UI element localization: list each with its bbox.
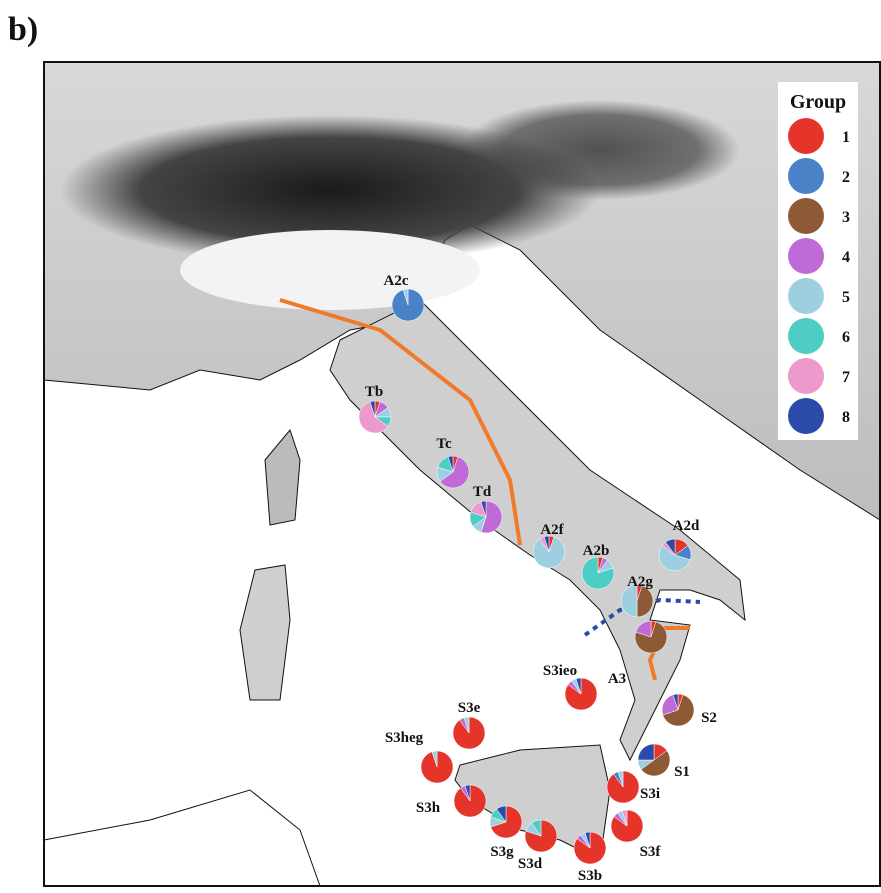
site-label: A2d — [673, 518, 700, 534]
figure: b) Group 1 2 3 4 5 6 7 8 A2c Tb Tc Td A2f A2b A2d A2g A… — [0, 0, 881, 888]
site-label: A2g — [627, 574, 653, 590]
site-label: S2 — [701, 710, 717, 726]
legend-swatch — [788, 398, 824, 434]
site-label: S3i — [640, 786, 660, 802]
site-label: A2c — [384, 273, 409, 289]
site-label: S3g — [490, 844, 514, 860]
site-label: A2f — [540, 522, 564, 538]
site-label: A3 — [608, 671, 626, 687]
site-label: Td — [473, 484, 492, 500]
site-label: Tc — [436, 436, 452, 452]
legend-swatch — [788, 358, 824, 394]
site-label: S1 — [674, 764, 690, 780]
legend-label: 4 — [842, 249, 850, 266]
site-label: S3heg — [385, 730, 424, 746]
legend-label: 2 — [842, 169, 850, 186]
legend-swatch — [788, 118, 824, 154]
site-label: A2b — [583, 543, 610, 559]
site-label: S3e — [458, 700, 481, 716]
legend-label: 6 — [842, 329, 850, 346]
legend-label: 5 — [842, 289, 850, 306]
site-label: Tb — [365, 384, 383, 400]
legend-title: Group — [790, 91, 846, 113]
legend-swatch — [788, 198, 824, 234]
legend-label: 7 — [842, 369, 850, 386]
po-valley — [180, 230, 480, 310]
panel-label: b) — [8, 11, 38, 48]
alps-east — [460, 100, 740, 200]
legend-label: 8 — [842, 409, 850, 426]
legend-label: 3 — [842, 209, 850, 226]
legend-swatch — [788, 278, 824, 314]
legend: Group 1 2 3 4 5 6 7 8 — [778, 82, 858, 440]
site-label: S3f — [640, 844, 662, 860]
site-label: S3ieo — [543, 663, 577, 679]
legend-swatch — [788, 318, 824, 354]
legend-label: 1 — [842, 129, 850, 146]
legend-swatch — [788, 238, 824, 274]
legend-swatch — [788, 158, 824, 194]
site-label: S3d — [518, 856, 543, 872]
site-label: S3h — [416, 800, 441, 816]
site-label: S3b — [578, 868, 602, 884]
